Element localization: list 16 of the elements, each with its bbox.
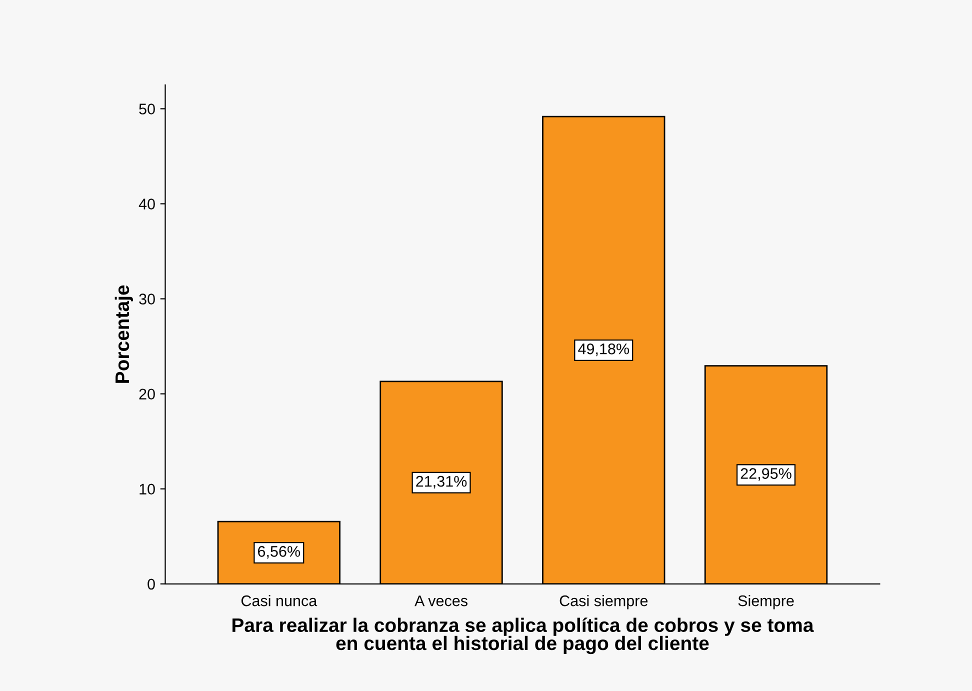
y-tick-label: 20: [139, 388, 155, 400]
data-label: 21,31%: [416, 476, 467, 489]
x-tick-label: Casi siempre: [560, 595, 648, 610]
x-axis-title: Para realizar la cobranza se aplica política de cobros y se toma en cuenta el historial de pago del cliente: [232, 618, 814, 654]
x-tick-label: Siempre: [738, 595, 794, 610]
data-label: 49,18%: [578, 344, 629, 356]
y-tick-label: 0: [148, 578, 155, 590]
data-label: 22,95%: [740, 468, 792, 481]
x-tick-label: Casi nunca: [241, 595, 318, 606]
y-tick-label: 40: [138, 198, 155, 210]
x-tick-label: A veces: [414, 596, 468, 606]
y-tick-label: 10: [140, 484, 155, 495]
data-label: 6,56%: [258, 546, 300, 559]
y-axis-title: Porcentaje: [114, 285, 133, 383]
y-tick-label: 30: [139, 294, 155, 304]
y-tick-label: 50: [139, 104, 155, 114]
